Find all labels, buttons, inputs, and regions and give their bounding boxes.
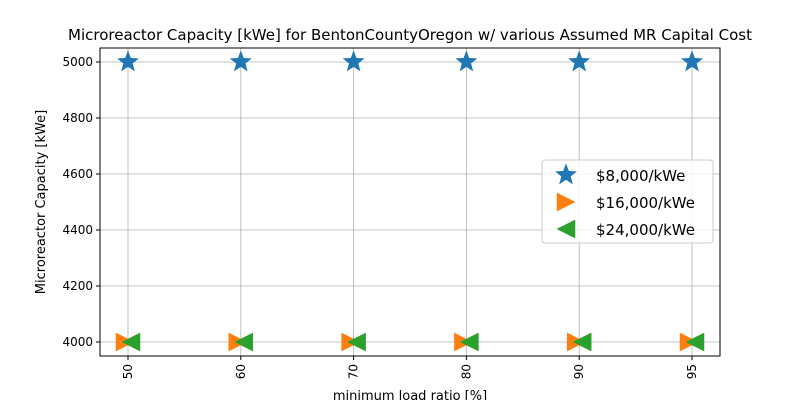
legend-item: $24,000/kWe <box>556 219 695 239</box>
series-1 <box>116 50 704 72</box>
y-tick-label: 4000 <box>62 335 93 349</box>
legend-marker <box>556 192 576 212</box>
legend: $8,000/kWe $16,000/kWe $24,000/kWe <box>541 159 714 244</box>
x-tick-label: 60 <box>234 364 248 379</box>
data-point <box>347 332 366 352</box>
y-tick-label: 4800 <box>62 111 93 125</box>
legend-label: $24,000/kWe <box>596 221 695 239</box>
legend-item: $16,000/kWe <box>556 192 695 212</box>
data-point <box>685 332 705 352</box>
data-point <box>459 332 479 352</box>
legend-marker <box>554 163 578 185</box>
x-axis-label: minimum load ratio [%] <box>333 389 487 400</box>
data-point <box>229 50 252 72</box>
data-point <box>568 50 591 72</box>
chart-title: Microreactor Capacity [kWe] for BentonCo… <box>68 26 752 44</box>
y-tick-label: 4600 <box>62 167 93 181</box>
y-tick-label: 5000 <box>62 55 93 69</box>
x-axis: 50 60 70 80 90 95 <box>121 356 699 379</box>
y-axis: 4000 4200 4400 4600 4800 5000 <box>62 55 100 349</box>
plot-frame <box>99 47 721 357</box>
legend-marker <box>556 219 576 239</box>
legend-item: $8,000/kWe <box>554 163 685 185</box>
legend-label: $8,000/kWe <box>596 167 685 185</box>
x-tick-label: 80 <box>459 364 473 379</box>
y-axis-label: Microreactor Capacity [kWe] <box>34 110 49 294</box>
data-point <box>342 50 365 72</box>
series-3 <box>121 332 705 352</box>
data-point <box>572 332 592 352</box>
data-point <box>121 332 141 352</box>
y-tick-label: 4200 <box>62 279 93 293</box>
series-layer <box>115 50 705 352</box>
x-tick-label: 95 <box>685 364 699 379</box>
data-point <box>455 50 478 72</box>
legend-frame <box>541 159 714 244</box>
x-tick-label: 50 <box>121 364 135 379</box>
data-point <box>234 332 254 352</box>
data-point <box>680 50 704 72</box>
x-tick-label: 70 <box>347 364 361 379</box>
y-tick-label: 4400 <box>62 223 93 237</box>
data-point <box>116 50 140 72</box>
x-tick-label: 90 <box>572 364 586 379</box>
legend-label: $16,000/kWe <box>596 194 695 212</box>
